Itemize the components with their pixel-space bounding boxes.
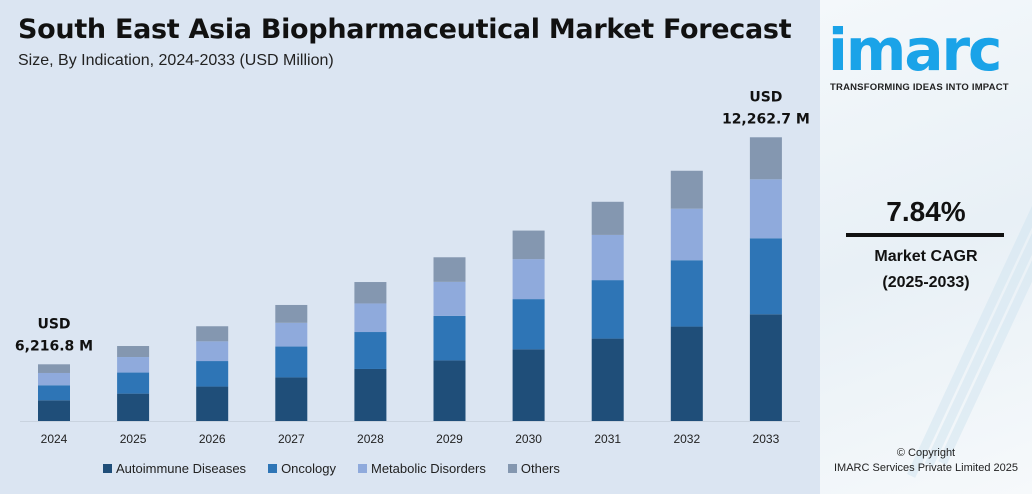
- bar-segment-2024-3: [38, 364, 70, 373]
- bar-segment-2026-2: [196, 341, 229, 362]
- bar-segment-2032-0: [670, 326, 703, 421]
- bar-segment-2028-2: [354, 303, 387, 333]
- legend-item: Others: [507, 461, 560, 476]
- cagr-label: Market CAGR: [874, 248, 978, 265]
- data-label-value: 6,216.8 M: [15, 338, 93, 354]
- cagr-period: (2025-2033): [882, 274, 970, 291]
- legend-item: Autoimmune Diseases: [103, 461, 246, 476]
- bar-segment-2025-3: [117, 346, 150, 358]
- bar-segment-2027-0: [275, 377, 308, 421]
- x-tick-label: 2033: [753, 432, 780, 446]
- bar-segment-2026-0: [196, 386, 229, 421]
- legend-label: Metabolic Disorders: [370, 461, 486, 476]
- bar-plot: 2024 2025 2026 2027 2028 2029 2030 2031 2032 2033…: [15, 89, 810, 446]
- bar-segment-2027-3: [275, 304, 308, 323]
- bar-segment-2032-3: [670, 170, 703, 209]
- bar-segment-2031-1: [591, 280, 624, 339]
- bar-segment-2033-2: [749, 179, 782, 239]
- bar-segment-2030-1: [512, 299, 545, 350]
- bar-segment-2030-0: [512, 349, 545, 421]
- bar-segment-2030-2: [512, 259, 545, 300]
- side-panel: imarc TRANSFORMING IDEAS INTO IMPACT 7.8…: [820, 0, 1032, 494]
- legend-label: Oncology: [281, 461, 336, 476]
- x-tick-label: 2031: [594, 432, 621, 446]
- x-tick-label: 2025: [120, 432, 147, 446]
- data-label-value: 12,262.7 M: [722, 111, 810, 127]
- x-tick-label: 2028: [357, 432, 384, 446]
- legend-swatch: [268, 464, 278, 473]
- legend: Autoimmune Diseases Oncology Metabolic Dis…: [103, 461, 560, 476]
- x-tick-label: 2027: [278, 432, 305, 446]
- x-tick-label: 2032: [673, 432, 700, 446]
- chart-subtitle: Size, By Indication, 2024-2033 (USD Mill…: [18, 52, 334, 69]
- bar-segment-2031-0: [591, 338, 624, 421]
- divider: [846, 233, 1004, 237]
- bar-segment-2029-1: [433, 315, 466, 361]
- legend-label: Others: [520, 461, 560, 476]
- data-label-unit: USD: [37, 316, 70, 332]
- legend-item: Metabolic Disorders: [357, 461, 486, 476]
- logo-tagline: TRANSFORMING IDEAS INTO IMPACT: [830, 82, 1009, 93]
- bar-segment-2031-2: [591, 234, 624, 281]
- bar-segment-2024-1: [38, 385, 70, 401]
- bar-segment-2029-2: [433, 281, 466, 316]
- bar-segment-2029-0: [433, 360, 466, 421]
- bar-segment-2028-3: [354, 282, 387, 304]
- legend-item: Oncology: [268, 461, 336, 476]
- bar-segment-2029-3: [433, 257, 466, 282]
- chart-title: South East Asia Biopharmaceutical Market…: [18, 14, 792, 45]
- chart-panel: South East Asia Biopharmaceutical Market…: [0, 0, 820, 494]
- bar-segment-2033-1: [749, 238, 782, 315]
- x-tick-label: 2024: [41, 432, 68, 446]
- legend-swatch: [103, 464, 112, 473]
- bar-segment-2026-3: [196, 326, 229, 342]
- bar-segment-2024-0: [38, 400, 70, 421]
- legend-label: Autoimmune Diseases: [116, 461, 247, 476]
- copyright: © Copyright: [896, 447, 956, 459]
- bar-segment-2025-2: [117, 357, 150, 373]
- bar-segment-2027-2: [275, 322, 308, 347]
- bar-segment-2028-1: [354, 332, 387, 369]
- bar-segment-2032-2: [670, 208, 703, 261]
- x-tick-label: 2026: [199, 432, 226, 446]
- bar-segment-2027-1: [275, 346, 308, 378]
- bar-segment-2025-0: [117, 393, 150, 421]
- legend-swatch: [357, 464, 367, 473]
- bar-segment-2033-0: [749, 314, 782, 421]
- x-tick-label: 2030: [515, 432, 542, 446]
- bar-segment-2031-3: [591, 201, 624, 235]
- bar-segment-2024-2: [38, 372, 70, 386]
- bar-segment-2026-1: [196, 361, 229, 387]
- bar-segment-2028-0: [354, 368, 387, 421]
- legend-swatch: [507, 464, 517, 473]
- company-name: IMARC Services Private Limited 2025: [833, 462, 1018, 474]
- bar-segment-2030-3: [512, 230, 545, 260]
- x-tick-label: 2029: [436, 432, 463, 446]
- cagr-value: 7.84%: [886, 196, 966, 227]
- bar-segment-2033-3: [749, 137, 782, 180]
- bar-segment-2032-1: [670, 260, 703, 327]
- data-label-unit: USD: [749, 89, 782, 105]
- bar-segment-2025-1: [117, 372, 150, 394]
- imarc-logo: imarc: [828, 16, 1002, 84]
